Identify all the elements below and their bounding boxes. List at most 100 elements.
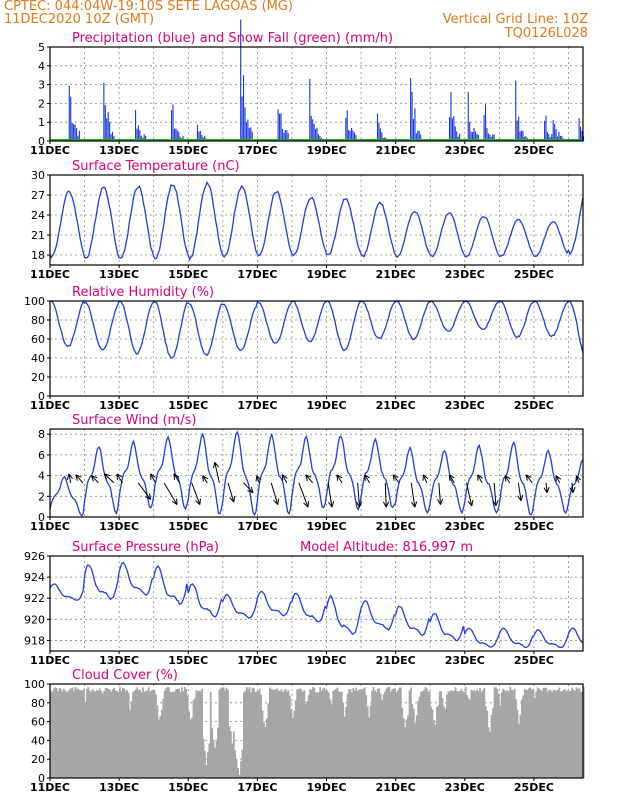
- cloud-bar: [143, 691, 146, 778]
- cloud-bar: [427, 691, 430, 778]
- cloud-bar: [172, 691, 175, 778]
- cloud-bar: [60, 688, 62, 778]
- wind-vector-head: [66, 473, 73, 480]
- cloud-bar: [176, 688, 179, 778]
- cloud-bar: [559, 691, 562, 778]
- y-tick-label: 2: [38, 490, 45, 503]
- cloud-bar: [127, 692, 130, 778]
- cloud-bar: [430, 706, 432, 778]
- cloud-bar: [502, 688, 504, 778]
- cloud-bar: [541, 691, 543, 778]
- precip-bar: [556, 136, 559, 141]
- wind-vector: [256, 475, 260, 483]
- cloud-bar: [320, 690, 323, 778]
- precip-bar: [451, 118, 453, 141]
- cloud-bar: [106, 688, 108, 778]
- x-tick-label: 23DEC: [445, 268, 485, 281]
- wind-vector-head: [364, 474, 370, 481]
- cloud-bar: [152, 690, 154, 778]
- x-tick-label: 11DEC: [30, 654, 70, 667]
- cloud-bar: [268, 687, 271, 778]
- wind-vector-head: [303, 501, 310, 508]
- cloud-bar: [467, 698, 470, 778]
- cloud-bar: [169, 692, 172, 778]
- cloud-bar: [162, 699, 165, 778]
- cloud-bar: [572, 689, 575, 778]
- precip-bar: [309, 78, 311, 141]
- y-tick-label: 0: [38, 390, 45, 403]
- x-tick-label: 15DEC: [168, 520, 208, 533]
- wind-vector: [137, 482, 152, 500]
- cloud-bar: [487, 727, 490, 778]
- precip-bar: [484, 104, 487, 141]
- cloud-bar: [352, 687, 355, 778]
- cloud-bar: [461, 691, 464, 778]
- y-tick-label: 18: [31, 249, 45, 262]
- cloud-bar: [577, 689, 579, 778]
- cloud-bar: [443, 706, 445, 778]
- cloud-bar: [456, 690, 458, 778]
- precip-bar: [286, 130, 288, 141]
- y-tick-label: 5: [38, 41, 45, 54]
- cloud-bar: [561, 691, 564, 778]
- cloud-bar: [507, 691, 510, 778]
- cloud-bar: [378, 688, 381, 778]
- cloud-bar: [81, 690, 84, 778]
- cloud-bar: [183, 686, 186, 778]
- cloud-bar: [346, 693, 349, 778]
- cloud-bar: [175, 689, 178, 778]
- precip-bar: [315, 128, 317, 141]
- wind-vector-head: [356, 501, 363, 508]
- cloud-bar: [244, 691, 247, 778]
- cloud-bar: [564, 689, 566, 778]
- precip-bar: [448, 117, 451, 141]
- cloud-bar: [574, 690, 576, 778]
- y-tick-label: 922: [24, 592, 45, 605]
- cloud-bar: [217, 727, 219, 778]
- cloud-bar: [542, 687, 545, 778]
- x-tick-label: 13DEC: [99, 781, 139, 794]
- cloud-bar: [433, 720, 435, 778]
- cloud-bar: [266, 718, 268, 778]
- precip-bar: [107, 112, 109, 141]
- cloud-bar: [381, 700, 383, 778]
- precip-bar: [179, 136, 181, 141]
- y-tick-label: 40: [31, 352, 45, 365]
- cloud-bar: [212, 739, 215, 778]
- cloud-bar: [273, 689, 275, 778]
- y-tick-label: 920: [24, 613, 45, 626]
- cloud-bar: [206, 752, 209, 778]
- wind-vector: [298, 482, 309, 508]
- precip-bar: [376, 113, 379, 141]
- cloud-bar: [397, 690, 399, 778]
- wind-vector-head: [212, 462, 219, 469]
- cloud-bar: [469, 699, 471, 778]
- precip-bar: [173, 128, 175, 141]
- y-tick-label: 100: [24, 678, 45, 691]
- cloud-bar: [404, 727, 407, 778]
- cloud-bar: [134, 689, 137, 778]
- precip-bar: [578, 118, 580, 141]
- cloud-bar: [515, 699, 517, 778]
- cloud-bar: [543, 687, 546, 778]
- cloud-bar: [326, 690, 329, 778]
- x-tick-label: 19DEC: [307, 520, 347, 533]
- cloud-bar: [137, 690, 140, 778]
- cloud-bar: [218, 689, 221, 778]
- cloud-bar: [496, 689, 499, 778]
- cloud-bar: [411, 704, 414, 778]
- cloud-bar: [276, 688, 278, 778]
- cloud-bar: [513, 688, 516, 778]
- wind-vector: [392, 474, 400, 484]
- cloud-bar: [317, 692, 320, 778]
- wind-vector-head: [281, 474, 288, 481]
- cloud-bar: [495, 687, 497, 778]
- cloud-bar: [327, 692, 330, 778]
- series-line: [49, 180, 584, 262]
- x-tick-label: 17DEC: [237, 520, 277, 533]
- cloud-bar: [117, 692, 120, 778]
- cloud-bar: [546, 691, 549, 778]
- cloud-bar: [255, 691, 258, 778]
- cloud-bar: [221, 687, 224, 778]
- wind-vector: [517, 482, 522, 501]
